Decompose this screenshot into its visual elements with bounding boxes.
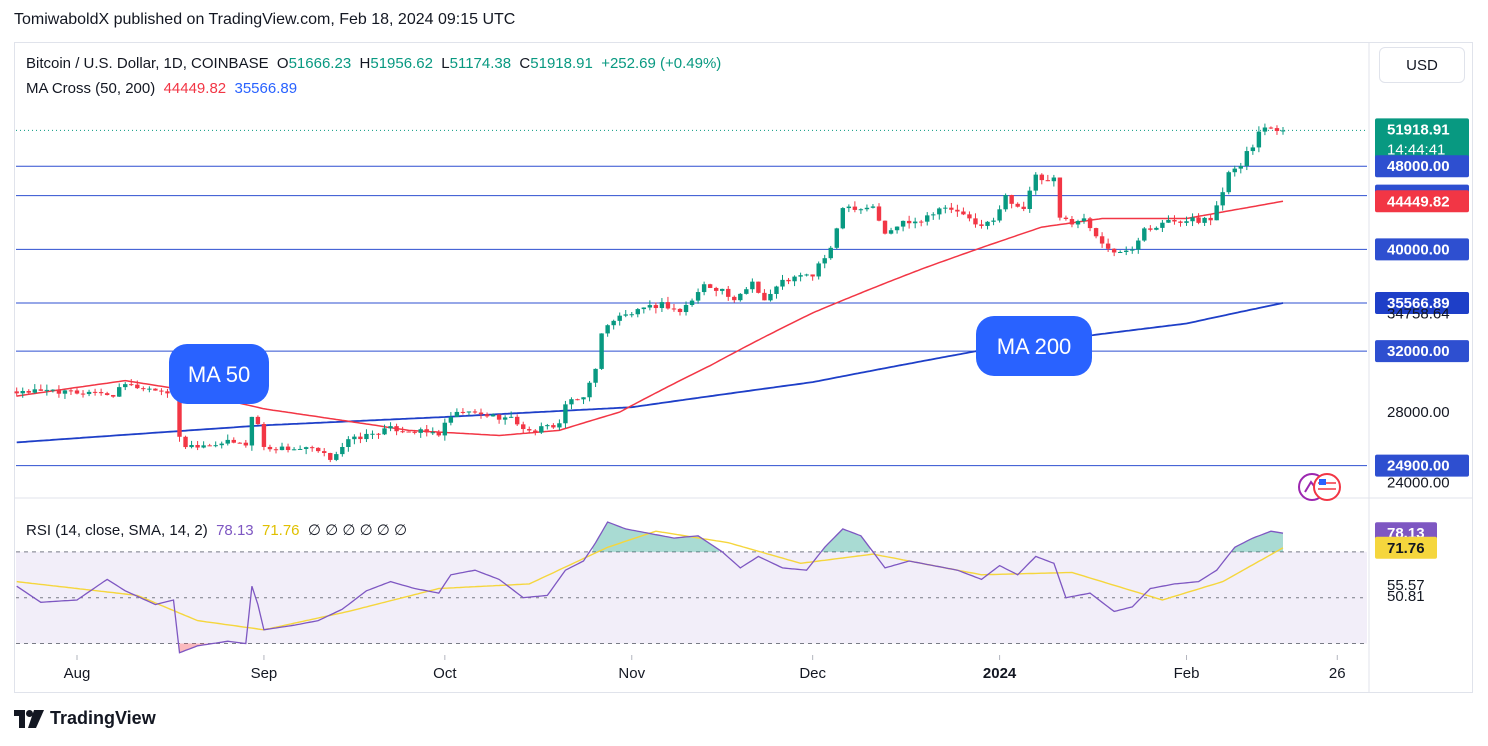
rsi-extra-values: ∅ ∅ ∅ ∅ ∅ ∅ [307, 522, 408, 539]
rsi-sma-value: 71.76 [261, 522, 300, 539]
high-value: 51956.62 [370, 55, 433, 72]
rsi-indicator-title[interactable]: RSI (14, close, SMA, 14, 2) [26, 522, 208, 539]
ma50-value: 44449.82 [163, 80, 227, 97]
high-label: H [359, 55, 371, 72]
change-value: +252.69 (+0.49%) [601, 55, 722, 72]
rsi-legend: RSI (14, close, SMA, 14, 2) 78.13 71.76 … [26, 521, 407, 539]
tradingview-wordmark: TradingView [50, 708, 156, 728]
ma-indicator-title[interactable]: MA Cross (50, 200) [26, 80, 156, 97]
tradingview-logo[interactable]: TradingView [14, 708, 156, 729]
low-label: L [441, 55, 450, 72]
ma-legend: MA Cross (50, 200) 44449.82 35566.89 [26, 80, 297, 97]
rsi-value: 78.13 [216, 522, 254, 539]
close-value: 51918.91 [530, 55, 593, 72]
price-legend: Bitcoin / U.S. Dollar, 1D, COINBASE O516… [26, 55, 721, 72]
low-value: 51174.38 [449, 55, 512, 72]
open-value: 51666.23 [288, 55, 352, 72]
tradingview-logo-icon [14, 709, 44, 728]
close-label: C [519, 55, 531, 72]
open-label: O [276, 55, 289, 72]
currency-button[interactable]: USD [1379, 47, 1465, 83]
chart-frame [14, 42, 1473, 693]
published-byline: TomiwaboldX published on TradingView.com… [14, 11, 516, 28]
ma200-value: 35566.89 [234, 80, 298, 97]
symbol-title[interactable]: Bitcoin / U.S. Dollar, 1D, COINBASE [26, 55, 269, 72]
